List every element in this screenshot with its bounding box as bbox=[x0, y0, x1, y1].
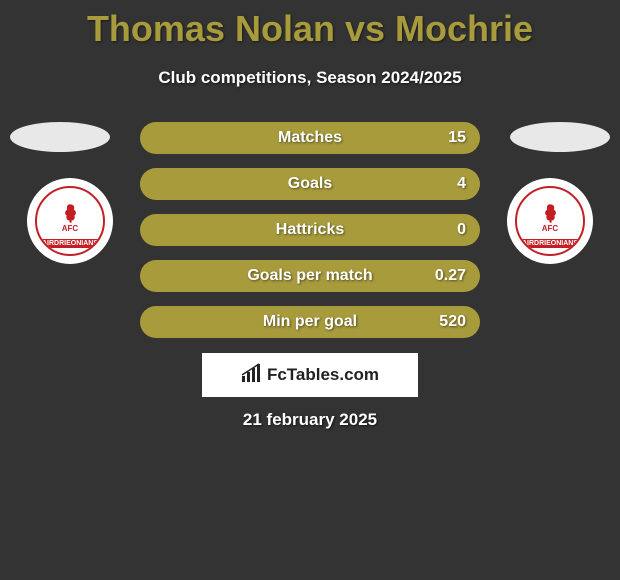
stat-value: 15 bbox=[448, 129, 466, 147]
branding-text: FcTables.com bbox=[267, 365, 379, 385]
stat-row: Matches 15 bbox=[140, 122, 480, 154]
stat-row: Goals 4 bbox=[140, 168, 480, 200]
stat-label: Matches bbox=[278, 129, 342, 147]
stat-label: Hattricks bbox=[276, 221, 344, 239]
stat-label: Min per goal bbox=[263, 313, 357, 331]
subtitle: Club competitions, Season 2024/2025 bbox=[0, 68, 620, 88]
stat-row: Goals per match 0.27 bbox=[140, 260, 480, 292]
badge-band: AIRDRIEONIANS bbox=[518, 239, 582, 248]
page-title: Thomas Nolan vs Mochrie bbox=[0, 0, 620, 50]
stat-value: 0 bbox=[457, 221, 466, 239]
bars-icon bbox=[241, 363, 263, 388]
player-avatar-right bbox=[510, 122, 610, 152]
stat-value: 520 bbox=[439, 313, 466, 331]
stat-value: 0.27 bbox=[435, 267, 466, 285]
club-badge-left: AFC AIRDRIEONIANS bbox=[27, 178, 113, 264]
stat-row: Min per goal 520 bbox=[140, 306, 480, 338]
stat-label: Goals bbox=[288, 175, 332, 193]
stat-value: 4 bbox=[457, 175, 466, 193]
date-text: 21 february 2025 bbox=[243, 410, 377, 430]
badge-abbrev: AFC bbox=[62, 224, 78, 233]
player-avatar-left bbox=[10, 122, 110, 152]
badge-abbrev: AFC bbox=[542, 224, 558, 233]
badge-band: AIRDRIEONIANS bbox=[38, 239, 102, 248]
stats-container: Matches 15 Goals 4 Hattricks 0 Goals per… bbox=[140, 122, 480, 352]
branding-box: FcTables.com bbox=[202, 353, 418, 397]
stat-label: Goals per match bbox=[247, 267, 372, 285]
stat-row: Hattricks 0 bbox=[140, 214, 480, 246]
club-badge-right: AFC AIRDRIEONIANS bbox=[507, 178, 593, 264]
